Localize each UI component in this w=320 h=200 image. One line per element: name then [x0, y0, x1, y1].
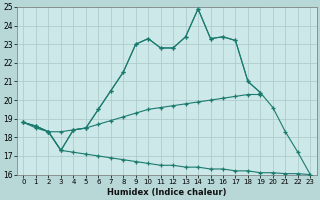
- X-axis label: Humidex (Indice chaleur): Humidex (Indice chaleur): [107, 188, 227, 197]
